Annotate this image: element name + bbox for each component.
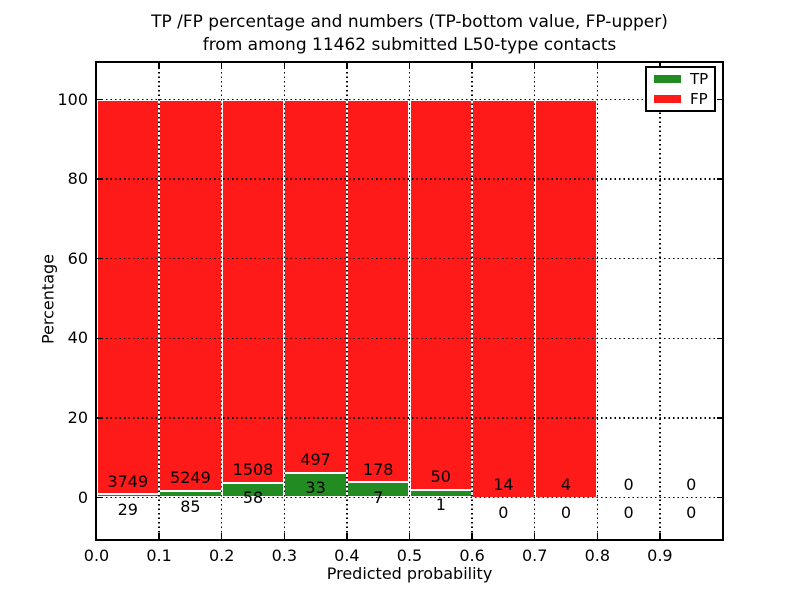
x-axis-tick [346, 533, 348, 539]
fp-count-label: 4 [560, 474, 572, 494]
y-axis-tick [96, 98, 103, 101]
y-tick-label: 60 [67, 248, 88, 268]
gridline-horizontal [96, 98, 723, 101]
fp-count-label: 0 [623, 474, 634, 494]
gridline-horizontal [96, 496, 723, 499]
y-tick-label: 40 [67, 328, 88, 348]
axes-frame [95, 61, 724, 541]
gridline-vertical [346, 63, 348, 539]
tp-count-label: 0 [560, 503, 572, 523]
x-tick-label: 0.7 [521, 546, 548, 565]
x-axis-tick-top [408, 63, 411, 69]
gridline-vertical [408, 63, 411, 539]
x-tick-label: 0.6 [459, 546, 485, 565]
y-axis-tick-right [716, 337, 723, 340]
x-tick-label: 0.3 [271, 546, 298, 565]
tp-count-label: 29 [117, 499, 138, 519]
x-axis-tick [220, 533, 223, 539]
y-tick-label: 80 [67, 169, 88, 189]
legend-item-fp: FP [654, 91, 714, 107]
fp-count-label: 5249 [170, 468, 211, 488]
fp-legend-label: FP [690, 89, 708, 108]
fp-count-label: 497 [300, 449, 331, 469]
fp-legend-swatch-icon [654, 94, 681, 103]
fp-bar-segment [284, 99, 347, 473]
y-axis-tick-right [716, 178, 723, 180]
x-axis-tick [95, 533, 98, 539]
fp-bar-segment [221, 99, 285, 483]
x-axis-tick-top [95, 63, 98, 69]
x-tick-label: 0.8 [584, 546, 611, 565]
x-axis-tick [533, 533, 536, 539]
gridline-vertical [471, 63, 473, 539]
tp-count-label: 0 [498, 503, 509, 523]
x-axis-label: Predicted probability [326, 564, 493, 583]
x-axis-tick [471, 533, 473, 539]
y-axis-tick-right [716, 257, 723, 260]
x-axis-tick-top [283, 63, 286, 69]
gridline-horizontal [96, 178, 723, 180]
tp-count-label: 58 [242, 488, 264, 508]
gridline-vertical [220, 63, 223, 539]
x-axis-tick [158, 533, 160, 539]
tp-count-label: 0 [686, 503, 697, 523]
tp-legend-swatch-icon [654, 75, 681, 84]
y-axis-tick-right [716, 496, 723, 499]
tp-count-label: 7 [373, 487, 384, 507]
x-tick-label: 0.4 [334, 546, 360, 565]
gridline-vertical [533, 63, 536, 539]
x-tick-label: 0.2 [208, 546, 235, 565]
gridline-horizontal [96, 257, 723, 260]
gridline-horizontal [96, 417, 723, 419]
fp-count-label: 1508 [232, 460, 274, 480]
y-axis-tick-right [716, 98, 723, 101]
chart-title-line-2: from among 11462 submitted L50-type cont… [202, 35, 617, 55]
legend: TP FP [645, 66, 716, 112]
fp-bar-segment [409, 99, 473, 490]
x-axis-tick [659, 533, 661, 539]
y-axis-tick [96, 178, 103, 180]
gridline-vertical [596, 63, 599, 539]
fp-count-label: 178 [362, 459, 394, 479]
y-axis-tick [96, 496, 103, 499]
gridline-vertical [659, 63, 661, 539]
legend-item-tp: TP [654, 71, 714, 87]
fp-count-label: 14 [493, 474, 514, 494]
fp-count-label: 0 [686, 474, 697, 494]
y-tick-label: 100 [57, 89, 88, 109]
tp-count-label: 0 [623, 503, 634, 523]
y-tick-label: 20 [67, 407, 88, 427]
x-axis-tick-top [220, 63, 223, 69]
x-axis-tick-top [158, 63, 160, 69]
tp-count-label: 33 [305, 478, 326, 498]
x-axis-tick-top [471, 63, 473, 69]
gridline-vertical [283, 63, 286, 539]
gridline-horizontal [96, 337, 723, 340]
gridline-vertical [158, 63, 160, 539]
x-axis-tick-top [346, 63, 348, 69]
fp-count-label: 3749 [107, 471, 149, 491]
y-axis-tick-right [716, 417, 723, 419]
x-tick-label: 0.1 [146, 546, 172, 565]
x-tick-label: 0.5 [396, 546, 423, 565]
chart-title-line-1: TP /FP percentage and numbers (TP-bottom… [151, 12, 668, 32]
fp-count-label: 50 [430, 466, 451, 486]
x-axis-tick [596, 533, 599, 539]
tp-legend-label: TP [690, 70, 709, 89]
tp-count-label: 85 [180, 496, 201, 516]
fp-bar-segment [96, 99, 160, 495]
x-axis-tick [283, 533, 286, 539]
tp-count-label: 1 [435, 495, 446, 515]
y-axis-tick [96, 257, 103, 260]
y-axis-tick [96, 417, 103, 419]
x-axis-tick-top [596, 63, 599, 69]
x-axis-tick [408, 533, 411, 539]
x-tick-label: 0.9 [647, 546, 673, 565]
x-axis-tick-top [533, 63, 536, 69]
x-tick-label: 0.0 [83, 546, 110, 565]
y-tick-label: 0 [77, 487, 88, 507]
y-axis-tick [96, 337, 103, 340]
